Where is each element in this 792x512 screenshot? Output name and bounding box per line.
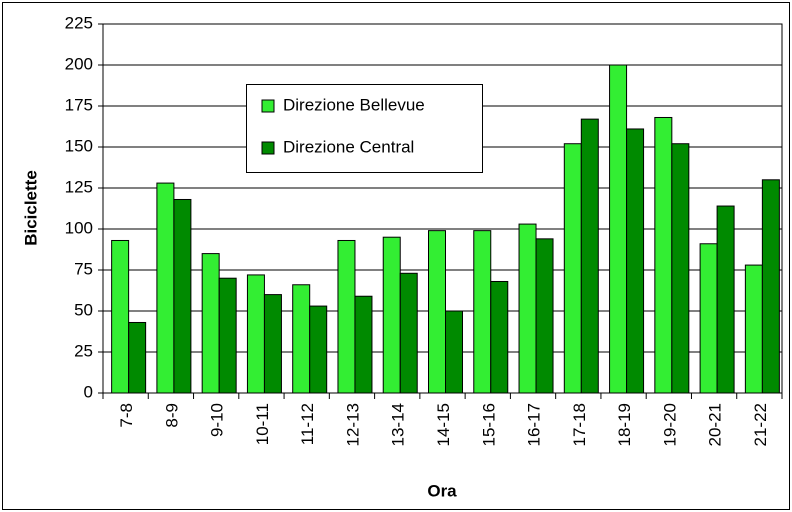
legend: [246, 84, 483, 173]
bar: [173, 198, 192, 394]
bar: [761, 179, 780, 394]
legend-swatch: [261, 141, 275, 155]
bar: [128, 321, 147, 394]
x-tick-label: 16-17: [525, 403, 544, 446]
x-tick-label: 12-13: [343, 403, 362, 446]
bar: [428, 230, 446, 394]
x-tick-label: 20-21: [706, 403, 725, 446]
bar: [580, 118, 599, 394]
legend-label: Direzione Bellevue: [283, 95, 425, 114]
bar: [626, 128, 645, 394]
bar: [382, 236, 401, 394]
x-tick-label: 11-12: [298, 403, 317, 445]
y-tick-label: 75: [74, 259, 93, 278]
x-tick-label: 7-8: [117, 403, 136, 428]
x-tick-label: 9-10: [208, 403, 227, 437]
y-tick-label: 0: [84, 382, 93, 401]
legend-swatch: [261, 99, 275, 113]
bar: [716, 205, 735, 394]
x-tick-label: 17-18: [570, 403, 589, 446]
bar: [111, 239, 130, 394]
bar: [399, 272, 418, 394]
bar: [744, 264, 763, 394]
x-tick-label: 15-16: [479, 403, 498, 446]
legend-label: Direzione Central: [283, 137, 414, 156]
bar: [354, 295, 373, 394]
bar: [156, 182, 175, 394]
x-tick-label: 19-20: [660, 403, 679, 446]
y-tick-label: 25: [74, 341, 93, 360]
y-tick-label: 150: [65, 136, 93, 155]
bar: [654, 116, 673, 394]
x-axis-title: Ora: [427, 481, 457, 500]
bar: [263, 294, 282, 394]
x-tick-label: 13-14: [389, 403, 408, 446]
y-tick-label: 225: [65, 13, 93, 32]
bar: [490, 280, 509, 394]
bar: [671, 143, 690, 394]
bar: [201, 253, 220, 394]
x-tick-label: 18-19: [615, 403, 634, 446]
bar: [609, 64, 628, 394]
y-axis-title: Biciclette: [21, 170, 40, 246]
bar: [337, 239, 356, 394]
bar: [518, 223, 537, 394]
bar: [218, 277, 237, 394]
bar: [699, 243, 718, 394]
y-tick-label: 175: [65, 95, 93, 114]
y-tick-label: 50: [74, 300, 93, 319]
bar: [473, 230, 492, 394]
y-tick-label: 100: [65, 218, 93, 237]
x-tick-label: 14-15: [434, 403, 453, 446]
x-tick-label: 21-22: [751, 403, 770, 446]
y-tick-label: 200: [65, 54, 93, 73]
bar: [563, 143, 582, 394]
bar: [445, 310, 463, 394]
bar: [292, 284, 311, 394]
bar: [309, 305, 328, 394]
x-tick-label: 10-11: [253, 403, 272, 445]
y-tick-label: 125: [65, 177, 93, 196]
bar: [535, 238, 554, 394]
bar: [246, 274, 265, 394]
x-tick-label: 8-9: [162, 403, 181, 428]
